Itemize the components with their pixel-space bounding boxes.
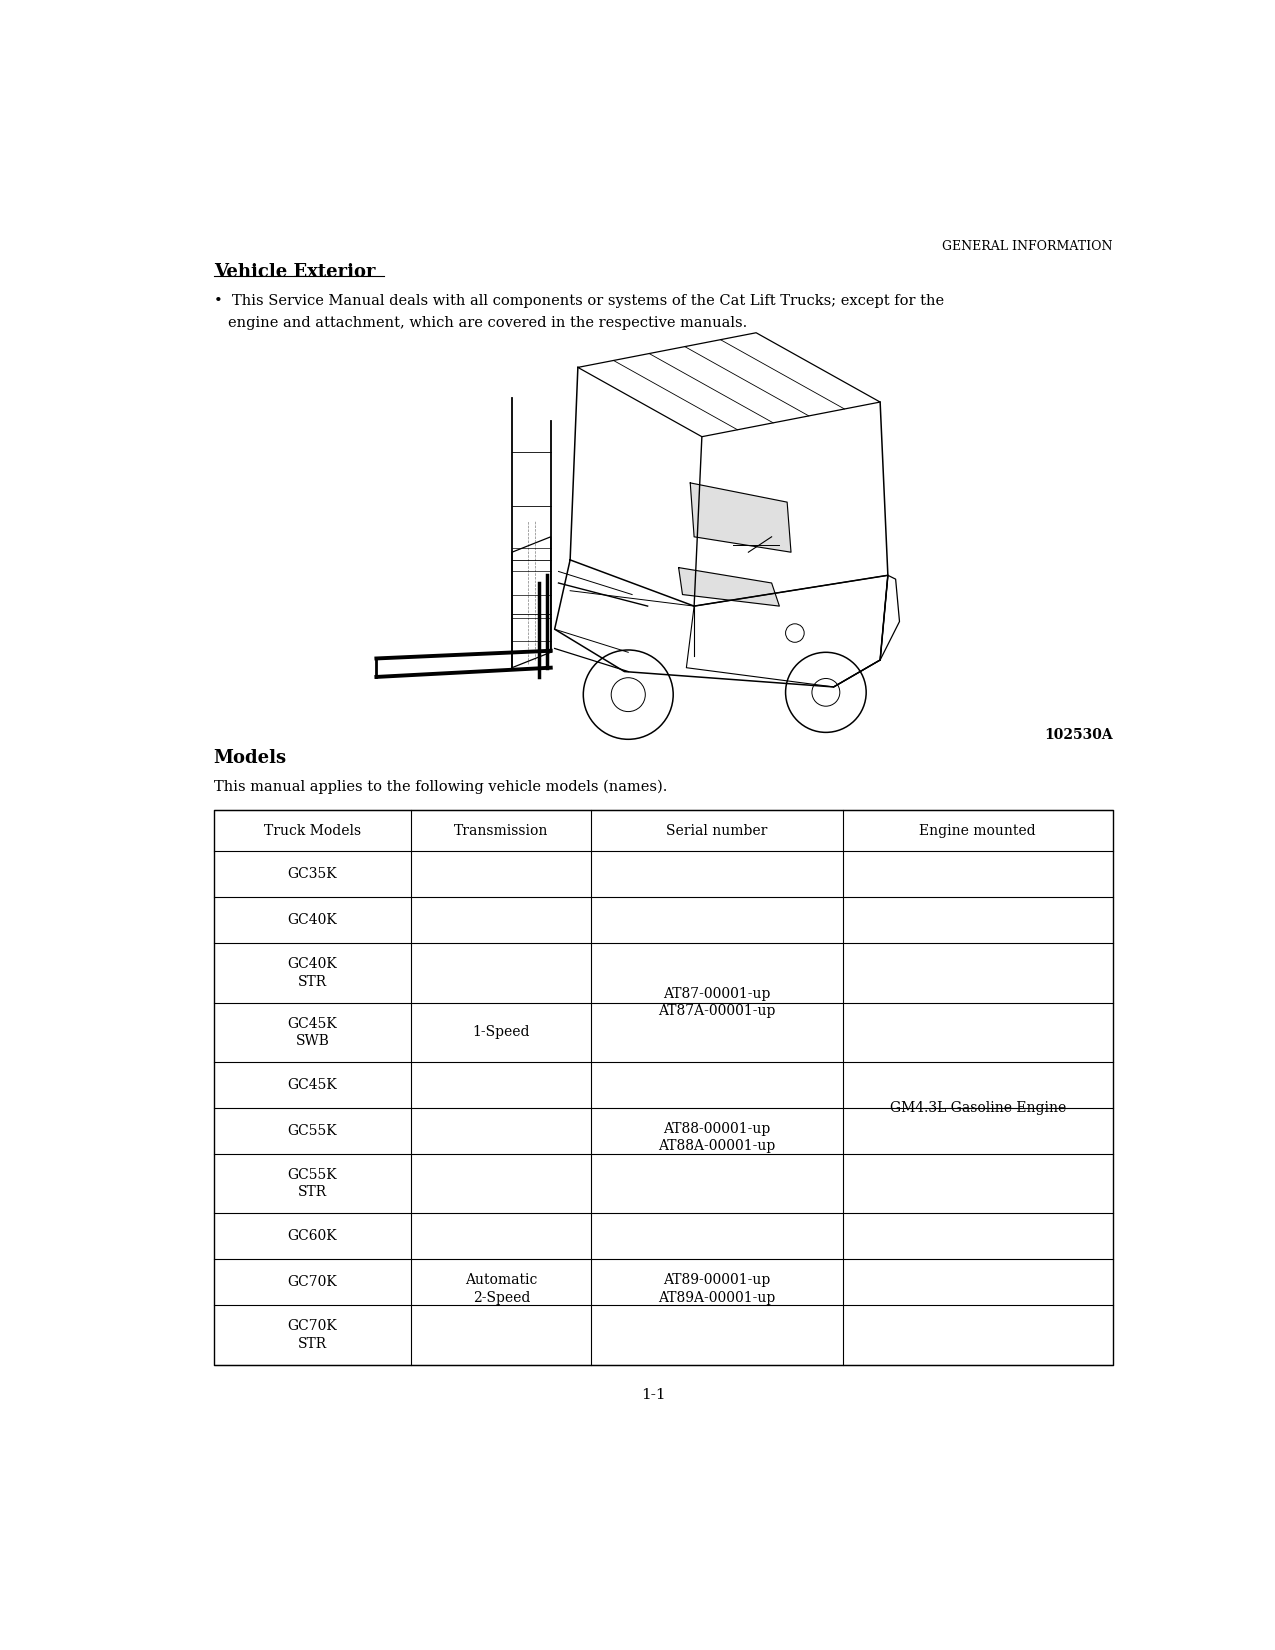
Polygon shape — [690, 483, 790, 553]
Text: GENERAL INFORMATION: GENERAL INFORMATION — [942, 241, 1113, 254]
Text: GC70K: GC70K — [288, 1275, 338, 1289]
Text: GC60K: GC60K — [288, 1229, 338, 1242]
Text: 1-1: 1-1 — [641, 1388, 666, 1402]
Text: Engine mounted: Engine mounted — [919, 823, 1037, 838]
Text: engine and attachment, which are covered in the respective manuals.: engine and attachment, which are covered… — [227, 315, 747, 330]
Text: Serial number: Serial number — [667, 823, 768, 838]
Text: GC55K
STR: GC55K STR — [288, 1168, 338, 1200]
Text: AT88-00001-up
AT88A-00001-up: AT88-00001-up AT88A-00001-up — [658, 1122, 775, 1153]
Text: GC45K
SWB: GC45K SWB — [288, 1016, 338, 1048]
Text: GC35K: GC35K — [288, 868, 338, 881]
Text: This manual applies to the following vehicle models (names).: This manual applies to the following veh… — [214, 779, 667, 794]
Text: GC45K: GC45K — [288, 1077, 338, 1092]
Text: AT89-00001-up
AT89A-00001-up: AT89-00001-up AT89A-00001-up — [658, 1274, 775, 1305]
Text: Models: Models — [214, 749, 287, 767]
Text: Truck Models: Truck Models — [264, 823, 361, 838]
Text: GC40K: GC40K — [288, 912, 338, 927]
Text: GC40K
STR: GC40K STR — [288, 957, 338, 988]
Text: Automatic
2-Speed: Automatic 2-Speed — [465, 1274, 538, 1305]
Text: Transmission: Transmission — [454, 823, 548, 838]
Polygon shape — [678, 568, 779, 606]
Text: AT87-00001-up
AT87A-00001-up: AT87-00001-up AT87A-00001-up — [658, 987, 775, 1018]
Bar — [214, 810, 1113, 1365]
Text: GC70K
STR: GC70K STR — [288, 1320, 338, 1350]
Text: GC55K: GC55K — [288, 1124, 338, 1138]
Text: •  This Service Manual deals with all components or systems of the Cat Lift Truc: • This Service Manual deals with all com… — [214, 294, 944, 309]
Text: 102530A: 102530A — [1044, 728, 1113, 742]
Text: Vehicle Exterior: Vehicle Exterior — [214, 264, 375, 282]
Text: 1-Speed: 1-Speed — [473, 1025, 530, 1040]
Text: GM4.3L Gasoline Engine: GM4.3L Gasoline Engine — [890, 1101, 1066, 1115]
